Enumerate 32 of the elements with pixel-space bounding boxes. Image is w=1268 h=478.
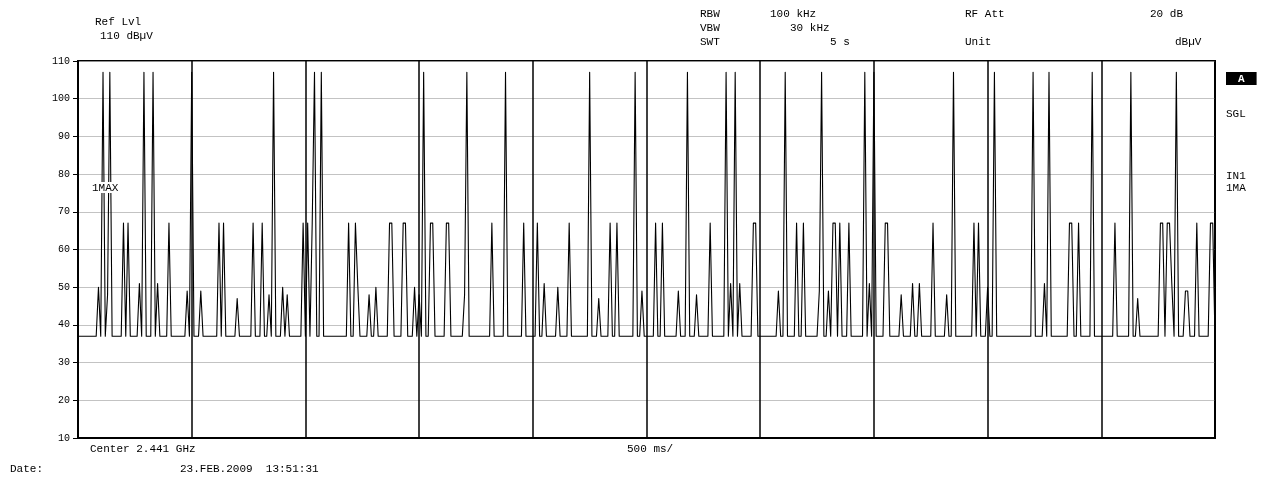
y-tick-label: 10 [57, 432, 70, 444]
text: RBW [700, 7, 721, 20]
text: RF Att [965, 7, 1005, 20]
text: IN1 [1226, 169, 1247, 182]
y-tick-label: 90 [57, 130, 70, 142]
text: Center 2.441 GHz [90, 442, 196, 455]
text: 100 kHz [770, 7, 817, 20]
text: Ref Lvl [95, 15, 142, 28]
text: SWT [700, 35, 721, 48]
text: 23.FEB.2009 13:51:31 [180, 462, 320, 475]
text: 110 dBµV [100, 29, 154, 42]
annotation: 1MAX [92, 181, 119, 194]
y-tick-label: 70 [57, 206, 70, 218]
text: SGL [1226, 107, 1246, 120]
text: 500 ms/ [627, 442, 674, 455]
text: 20 dB [1150, 7, 1184, 20]
text: 1MA [1226, 181, 1247, 194]
y-tick-label: 40 [57, 319, 70, 331]
text: 5 s [830, 35, 850, 48]
text: A [1238, 72, 1245, 85]
text: 30 kHz [790, 21, 830, 34]
y-tick-label: 20 [57, 394, 70, 406]
y-tick-label: 50 [57, 281, 70, 293]
text: dBµV [1175, 35, 1202, 48]
y-tick-label: 30 [57, 357, 70, 369]
text: Unit [965, 35, 992, 48]
y-tick-label: 60 [57, 244, 70, 255]
text: VBW [700, 21, 721, 34]
y-tick-label: 110 [51, 55, 70, 67]
y-tick-label: 80 [57, 168, 70, 180]
y-tick-label: 100 [51, 93, 70, 105]
text: Date: [10, 462, 44, 475]
